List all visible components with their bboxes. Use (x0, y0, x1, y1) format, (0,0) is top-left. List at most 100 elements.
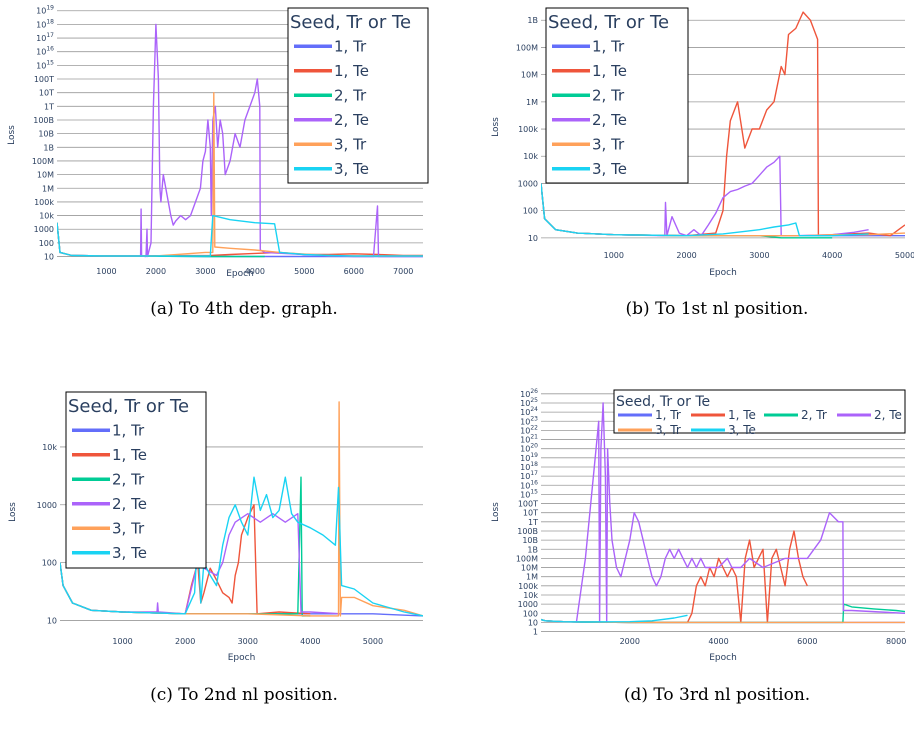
series-line-3-te (60, 476, 423, 617)
series-line-3-te (541, 183, 869, 237)
y-tick-label: 10T (39, 89, 54, 98)
x-tick-label: 4000 (708, 637, 728, 646)
y-tick-label: 10k (39, 212, 54, 221)
y-tick-label: 1026 (520, 388, 538, 399)
y-tick-label: 1024 (520, 406, 538, 417)
y-tick-label: 10M (521, 71, 538, 80)
x-tick-label: 2000 (676, 251, 696, 260)
y-tick-label: 100B (517, 527, 538, 536)
panel-caption: (b) To 1st nl position. (626, 299, 809, 319)
y-tick-label: 10 (528, 234, 538, 243)
x-axis-title: Epoch (226, 269, 254, 279)
y-tick-label: 10k (523, 152, 538, 161)
y-tick-label: 100 (42, 559, 57, 568)
y-tick-label: 100B (33, 116, 54, 125)
legend-label-2-te: 2, Te (592, 111, 627, 129)
y-tick-label: 10k (42, 443, 57, 452)
y-tick-label: 100M (516, 554, 538, 563)
y-tick-label: 100k (518, 582, 538, 591)
chart-panel-2: 10 100 1000 10k 100k 1M 10M 100M 1B 1000 2000 3000 4… (491, 7, 914, 319)
panel-caption: (d) To 3rd nl position. (624, 685, 810, 705)
legend-label-2-tr: 2, Tr (334, 87, 367, 105)
y-tick-label: 100k (34, 198, 54, 207)
y-tick-label: 100T (34, 75, 54, 84)
y-tick-label: 1B (527, 16, 538, 25)
x-tick-label: 4000 (300, 637, 320, 646)
legend-label-3-te: 3, Te (334, 160, 369, 178)
y-tick-label: 1019 (36, 5, 54, 16)
y-tick-label: 1M (526, 573, 538, 582)
legend-title: Seed, Tr or Te (616, 394, 710, 410)
legend-label-3-te: 3, Te (112, 544, 147, 562)
series-line-3-te (541, 614, 688, 623)
y-axis-title: Loss (491, 117, 501, 137)
legend-label-2-te: 2, Te (334, 111, 369, 129)
y-tick-label: 10M (37, 171, 54, 180)
legend-label-2-te: 2, Te (112, 495, 147, 513)
legend-label-2-tr: 2, Tr (592, 87, 625, 105)
y-tick-label: 10T (523, 509, 538, 518)
legend-label-1-te: 1, Te (728, 408, 756, 422)
panel-caption: (c) To 2nd nl position. (150, 685, 338, 705)
legend-title: Seed, Tr or Te (68, 396, 189, 417)
y-tick-label: 1019 (520, 452, 538, 463)
x-tick-label: 2000 (146, 267, 166, 276)
series-line-3-te (57, 214, 423, 257)
legend: Seed, Tr or Te1, Tr1, Te2, Tr2, Te3, Tr3… (287, 7, 429, 184)
x-tick-label: 5000 (363, 637, 383, 646)
y-tick-label: 1021 (520, 434, 538, 445)
legend-label-3-tr: 3, Tr (334, 136, 367, 154)
legend-label-2-tr: 2, Tr (801, 408, 827, 422)
x-axis-title: Epoch (228, 653, 256, 663)
y-tick-label: 1023 (520, 415, 538, 426)
y-tick-label: 10 (47, 616, 57, 625)
y-axis-title: Loss (491, 502, 501, 522)
y-tick-label: 100 (523, 609, 538, 618)
x-tick-label: 4000 (822, 251, 842, 260)
y-tick-label: 1000 (518, 600, 538, 609)
y-tick-label: 1018 (36, 18, 54, 29)
y-tick-label: 10 (528, 618, 538, 627)
x-tick-label: 1000 (112, 637, 132, 646)
y-tick-label: 1016 (520, 479, 538, 490)
legend: Seed, Tr or Te1, Tr1, Te2, Tr2, Te3, Tr3… (545, 7, 689, 184)
y-tick-label: 1017 (36, 32, 54, 43)
chart-panel-3: 10 100 1000 10k 1000 2000 3000 4000 5000 Epoch Los… (8, 391, 423, 705)
legend-label-2-te: 2, Te (874, 408, 902, 422)
y-tick-label: 10k (523, 591, 538, 600)
y-tick-label: 1020 (520, 443, 538, 454)
legend-label-1-te: 1, Te (334, 62, 369, 80)
x-tick-label: 6000 (797, 637, 817, 646)
y-tick-label: 100 (39, 239, 54, 248)
x-tick-label: 6000 (344, 267, 364, 276)
x-tick-label: 7000 (393, 267, 413, 276)
y-tick-label: 1017 (520, 470, 538, 481)
y-tick-label: 1025 (520, 397, 538, 408)
x-tick-label: 2000 (620, 637, 640, 646)
y-tick-label: 1B (527, 545, 538, 554)
y-tick-label: 1T (528, 518, 538, 527)
series-line-1-te (57, 222, 423, 257)
x-tick-label: 5000 (895, 251, 914, 260)
x-tick-label: 5000 (294, 267, 314, 276)
legend-label-3-te: 3, Te (592, 160, 627, 178)
y-tick-label: 100 (523, 207, 538, 216)
legend-label-3-tr: 3, Tr (592, 136, 625, 154)
legend-label-1-tr: 1, Tr (592, 38, 625, 56)
x-axis-title: Epoch (709, 653, 737, 663)
y-tick-label: 1000 (37, 501, 57, 510)
x-axis-title: Epoch (709, 268, 737, 278)
series-line-2-tr (57, 222, 265, 258)
y-tick-label: 100M (32, 157, 54, 166)
x-tick-label: 3000 (749, 251, 769, 260)
y-tick-label: 1022 (520, 424, 538, 435)
x-tick-label: 1000 (96, 267, 116, 276)
y-tick-label: 100T (518, 500, 538, 509)
chart-panel-4: 110100100010k100k1M10M100M1B10B100B1T10T… (491, 388, 906, 705)
y-tick-label: 1015 (520, 488, 538, 499)
chart-panel-1: 10 100 1000 10k 100k 1M 10M 100M 1B 10B 100B 1T 10T 1… (7, 5, 429, 319)
y-tick-label: 1 (533, 628, 538, 637)
y-tick-label: 1015 (36, 59, 54, 70)
